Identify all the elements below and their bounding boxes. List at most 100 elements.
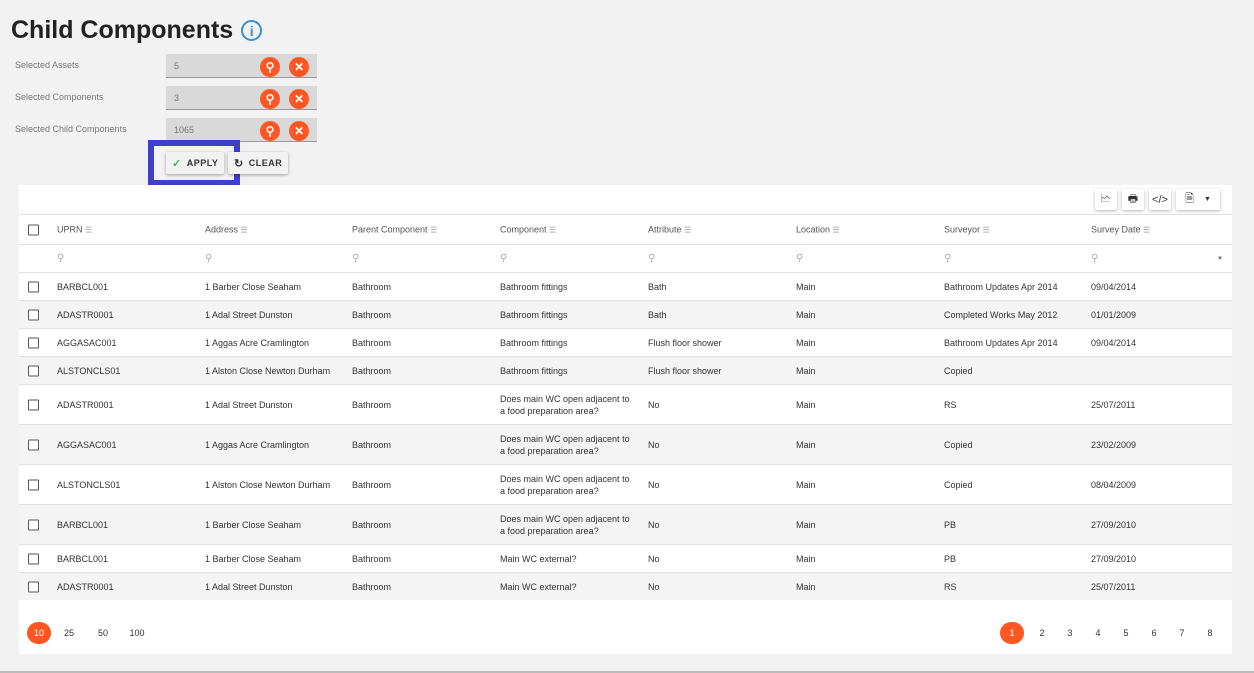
- table-row[interactable]: ADASTR0001 1 Adal Street Dunston Bathroom B…: [19, 300, 1232, 328]
- table-cell: 09/04/2014: [1091, 281, 1137, 292]
- table-cell: Bathroom: [352, 553, 392, 564]
- table-row[interactable]: AGGASAC001 1 Aggas Acre Cramlington Bathro…: [19, 328, 1232, 356]
- apply-button[interactable]: ✓ APPLY: [166, 152, 225, 174]
- row-checkbox[interactable]: [28, 365, 39, 376]
- table-row[interactable]: ADASTR0001 1 Adal Street Dunston Bathroom D…: [19, 384, 1232, 424]
- table-row[interactable]: BARBCL001 1 Barber Close Seaham Bathroom Do…: [19, 504, 1232, 544]
- table-row[interactable]: ALSTONCLS01 1 Alston Close Newton Durham B…: [19, 356, 1232, 384]
- table-row[interactable]: ALSTONCLS01 1 Alston Close Newton Durham B…: [19, 464, 1232, 504]
- close-icon[interactable]: ✕: [289, 57, 309, 77]
- column-header[interactable]: UPRN ☰: [57, 224, 93, 234]
- page-size-option[interactable]: 25: [63, 628, 74, 638]
- page-button[interactable]: 8: [1207, 628, 1213, 638]
- page-size-option[interactable]: 50: [97, 628, 108, 638]
- page-button[interactable]: 7: [1179, 628, 1185, 638]
- column-search-input[interactable]: ⚲: [1091, 252, 1099, 264]
- table-cell: 1 Aggas Acre Cramlington: [205, 337, 310, 348]
- table-cell: Main: [796, 365, 816, 376]
- search-icon[interactable]: ⚲: [260, 89, 280, 109]
- table-cell: 1 Adal Street Dunston: [205, 581, 293, 592]
- filter-icon[interactable]: ☰: [684, 225, 692, 234]
- table-cell: RS: [944, 399, 957, 410]
- print-button[interactable]: 🖶: [1122, 189, 1144, 210]
- page-button[interactable]: 4: [1095, 628, 1101, 638]
- table-cell: PB: [944, 553, 957, 564]
- column-search-input[interactable]: ⚲: [648, 252, 656, 264]
- clear-button[interactable]: ↻ CLEAR: [228, 152, 289, 174]
- search-icon[interactable]: ⚲: [260, 57, 280, 77]
- table-cell: No: [648, 439, 660, 450]
- table-cell: 25/07/2011: [1091, 399, 1136, 410]
- search-icon[interactable]: ⚲: [260, 121, 280, 141]
- column-header[interactable]: Parent Component ☰: [352, 224, 438, 234]
- column-search-input[interactable]: ⚲: [205, 252, 213, 264]
- row-checkbox[interactable]: [28, 519, 39, 530]
- export-excel-button[interactable]: 🗠: [1095, 189, 1117, 210]
- table-row[interactable]: BARBCL001 1 Barber Close Seaham Bathroom Ma…: [19, 544, 1232, 572]
- column-header[interactable]: Surveyor ☰: [944, 224, 990, 234]
- table-cell: Main: [796, 337, 816, 348]
- filter-icon[interactable]: ☰: [549, 225, 557, 234]
- table-cell: 1 Alston Close Newton Durham: [205, 365, 331, 376]
- dropdown-icon[interactable]: ▼: [1217, 255, 1223, 262]
- column-header[interactable]: Location ☰: [796, 224, 840, 234]
- info-icon[interactable]: i: [241, 20, 263, 41]
- table-cell: 1 Aggas Acre Cramlington: [205, 439, 310, 450]
- close-icon[interactable]: ✕: [289, 121, 309, 141]
- page-size-option[interactable]: 10: [27, 622, 51, 644]
- filter-icon[interactable]: ☰: [1143, 225, 1151, 234]
- table-cell: Main: [796, 519, 816, 530]
- row-checkbox[interactable]: [28, 581, 39, 592]
- table-cell: 1 Barber Close Seaham: [205, 281, 302, 292]
- column-header[interactable]: Component ☰: [500, 224, 557, 234]
- select-all-checkbox[interactable]: [28, 224, 39, 235]
- table-cell: 1 Adal Street Dunston: [205, 399, 293, 410]
- table-cell: Bathroom: [352, 365, 392, 376]
- table-row[interactable]: BARBCL001 1 Barber Close Seaham Bathroom Ba…: [19, 272, 1232, 300]
- check-icon: ✓: [172, 157, 182, 170]
- filter-icon[interactable]: ☰: [240, 225, 248, 234]
- filter-icon[interactable]: ☰: [430, 225, 438, 234]
- table-cell: Bathroom Updates Apr 2014: [944, 337, 1058, 348]
- table-row[interactable]: AGGASAC001 1 Aggas Acre Cramlington Bathro…: [19, 424, 1232, 464]
- column-search-input[interactable]: ⚲: [944, 252, 952, 264]
- column-header[interactable]: Address ☰: [205, 224, 248, 234]
- page-button[interactable]: 2: [1039, 628, 1045, 638]
- table-cell: RS: [944, 581, 957, 592]
- filter-icon[interactable]: ☰: [982, 225, 990, 234]
- row-checkbox[interactable]: [28, 479, 39, 490]
- table-row[interactable]: ADASTR0001 1 Adal Street Dunston Bathroom M…: [19, 572, 1232, 600]
- table-cell: Does main WC open adjacent to a food pre…: [500, 473, 630, 496]
- filter-icon[interactable]: ☰: [85, 225, 93, 234]
- row-checkbox[interactable]: [28, 553, 39, 564]
- page-button[interactable]: 1: [1000, 622, 1024, 644]
- export-html-button[interactable]: </>: [1149, 189, 1171, 210]
- table-cell: ADASTR0001: [57, 581, 114, 592]
- column-header[interactable]: Survey Date ☰: [1091, 224, 1151, 234]
- row-checkbox[interactable]: [28, 399, 39, 410]
- column-search-input[interactable]: ⚲: [57, 252, 65, 264]
- page-button[interactable]: 6: [1151, 628, 1157, 638]
- page-button[interactable]: 5: [1123, 628, 1129, 638]
- column-header[interactable]: Attribute ☰: [648, 224, 692, 234]
- table-cell: 08/04/2009: [1091, 479, 1137, 490]
- table-cell: Bathroom: [352, 439, 392, 450]
- row-checkbox[interactable]: [28, 309, 39, 320]
- row-checkbox[interactable]: [28, 281, 39, 292]
- close-icon[interactable]: ✕: [289, 89, 309, 109]
- filter-row: Selected Components 3 ⚲ ✕: [15, 86, 317, 110]
- table-cell: Bath: [648, 281, 667, 292]
- filter-icon[interactable]: ☰: [832, 225, 840, 234]
- export-menu-button[interactable]: 🗎 ▼: [1176, 189, 1220, 210]
- table-cell: No: [648, 581, 660, 592]
- page-size-option[interactable]: 100: [129, 628, 145, 638]
- page-button[interactable]: 3: [1067, 628, 1073, 638]
- column-search-input[interactable]: ⚲: [352, 252, 360, 264]
- table-cell: Bathroom fittings: [500, 309, 568, 320]
- row-checkbox[interactable]: [28, 439, 39, 450]
- row-checkbox[interactable]: [28, 337, 39, 348]
- table-cell: 27/09/2010: [1091, 553, 1137, 564]
- table-cell: ADASTR0001: [57, 399, 114, 410]
- column-search-input[interactable]: ⚲: [500, 252, 508, 264]
- column-search-input[interactable]: ⚲: [796, 252, 804, 264]
